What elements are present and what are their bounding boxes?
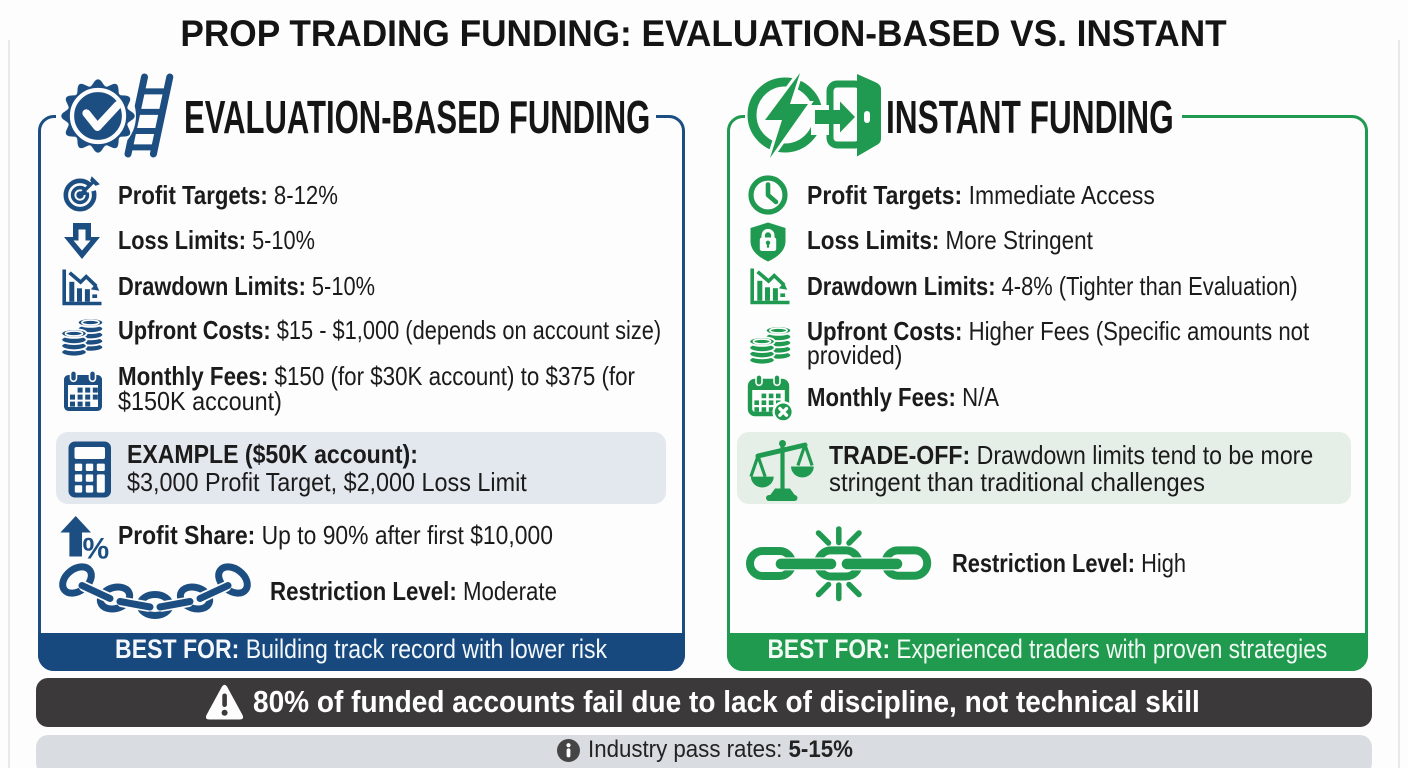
svg-text:%: % <box>83 533 110 566</box>
